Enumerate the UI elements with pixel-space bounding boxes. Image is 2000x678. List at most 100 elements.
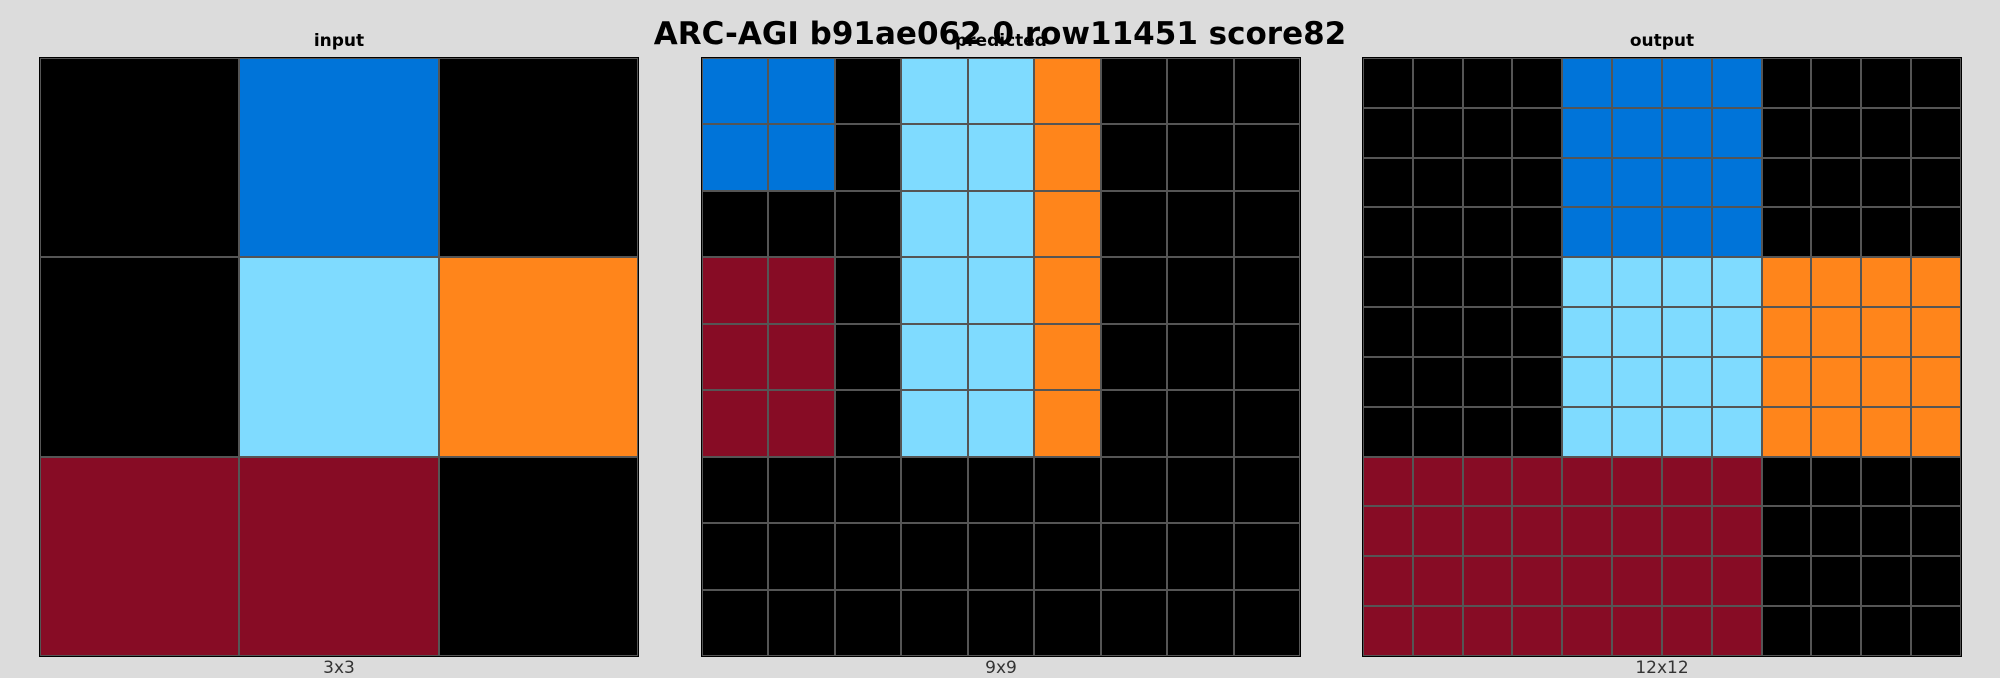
- grid-cell: [768, 190, 835, 258]
- grid-cell: [1811, 356, 1862, 407]
- grid-cell: [967, 257, 1035, 324]
- grid-cell: [1462, 606, 1513, 656]
- grid-cell: [1363, 506, 1413, 557]
- grid-cell: [1911, 456, 1961, 507]
- grid-cell: [438, 58, 638, 258]
- grid-cell: [834, 323, 902, 391]
- grid-cell: [967, 589, 1035, 656]
- grid-cell: [702, 589, 769, 656]
- grid-cell: [901, 390, 968, 457]
- grid-cell: [1861, 606, 1912, 656]
- grid-cell: [768, 523, 835, 590]
- grid-cell: [702, 124, 769, 191]
- grid-cell: [1661, 257, 1712, 308]
- grid-cell: [1034, 124, 1101, 191]
- grid-cell: [1512, 107, 1563, 158]
- grid-cell: [967, 523, 1035, 590]
- grid-cell: [1711, 556, 1762, 607]
- grid-cell: [834, 190, 902, 258]
- grid-cell: [1612, 356, 1662, 407]
- grid-cell: [1100, 456, 1168, 524]
- grid-cell: [1412, 606, 1463, 656]
- grid-cell: [1412, 207, 1463, 258]
- grid-cell: [1612, 107, 1662, 158]
- grid-cell: [1861, 157, 1912, 208]
- grid-cell: [901, 257, 968, 324]
- grid-cell: [1911, 157, 1961, 208]
- grid-cell: [901, 58, 968, 125]
- grid-cell: [1911, 556, 1961, 607]
- grid-cell: [1562, 406, 1613, 457]
- grid-cell: [1761, 257, 1812, 308]
- grid-cell: [1100, 257, 1168, 324]
- grid-cell: [1562, 257, 1613, 308]
- grid-cell: [702, 323, 769, 391]
- grid-cell: [1167, 58, 1234, 125]
- grid-cell: [40, 456, 240, 656]
- panel-caption-predicted: 9x9: [985, 658, 1017, 678]
- grid-cell: [1811, 406, 1862, 457]
- grid-cell: [1861, 207, 1912, 258]
- grid-cell: [1512, 257, 1563, 308]
- grid-cell: [834, 456, 902, 524]
- grid-cell: [1661, 356, 1712, 407]
- grid-cell: [1167, 124, 1234, 191]
- grid-cell: [1100, 124, 1168, 191]
- grid-cell: [438, 456, 638, 656]
- grid-cell: [1512, 356, 1563, 407]
- grid-cell: [1100, 390, 1168, 457]
- grid-cell: [1612, 406, 1662, 457]
- grid-cell: [1512, 456, 1563, 507]
- grid-cell: [1363, 157, 1413, 208]
- grid-cell: [1811, 257, 1862, 308]
- grid-cell: [1711, 107, 1762, 158]
- grid-cell: [1233, 257, 1300, 324]
- grid-cell: [1761, 506, 1812, 557]
- grid-cell: [1462, 356, 1513, 407]
- grid-cell: [1761, 307, 1812, 357]
- grid-cell: [1811, 606, 1862, 656]
- panel-caption-output: 12x12: [1635, 658, 1689, 678]
- grid-cell: [1661, 606, 1712, 656]
- grid-cell: [768, 124, 835, 191]
- grid-cell: [967, 323, 1035, 391]
- grid-cell: [1811, 556, 1862, 607]
- grid-cell: [1612, 456, 1662, 507]
- grid-cell: [1462, 556, 1513, 607]
- grid-cell: [1100, 323, 1168, 391]
- grid-cell: [438, 257, 638, 457]
- grid-cell: [1412, 556, 1463, 607]
- grid-cell: [1661, 58, 1712, 108]
- grid-cell: [1711, 207, 1762, 258]
- grid-cell: [1661, 556, 1712, 607]
- grid-cell: [967, 390, 1035, 457]
- grid-cell: [768, 456, 835, 524]
- grid-cell: [901, 523, 968, 590]
- grid-cell: [1612, 506, 1662, 557]
- grid-cell: [834, 523, 902, 590]
- grid-cell: [239, 456, 439, 656]
- grid-cell: [702, 58, 769, 125]
- grid-cell: [834, 257, 902, 324]
- grid-cell: [1462, 456, 1513, 507]
- grid-cell: [1562, 506, 1613, 557]
- grid-cell: [834, 390, 902, 457]
- grid-cell: [967, 124, 1035, 191]
- grid-cell: [1612, 556, 1662, 607]
- grid-cell: [1861, 406, 1912, 457]
- grid-cell: [1412, 356, 1463, 407]
- input-grid: [39, 57, 639, 657]
- grid-cell: [1711, 257, 1762, 308]
- grid-cell: [1562, 207, 1613, 258]
- grid-cell: [1167, 456, 1234, 524]
- grid-cell: [1512, 58, 1563, 108]
- grid-cell: [1412, 456, 1463, 507]
- grid-cell: [967, 456, 1035, 524]
- grid-cell: [1761, 456, 1812, 507]
- grid-cell: [1761, 107, 1812, 158]
- grid-cell: [1462, 58, 1513, 108]
- grid-cell: [1462, 157, 1513, 208]
- grid-cell: [1861, 257, 1912, 308]
- grid-cell: [1612, 58, 1662, 108]
- grid-cell: [1167, 390, 1234, 457]
